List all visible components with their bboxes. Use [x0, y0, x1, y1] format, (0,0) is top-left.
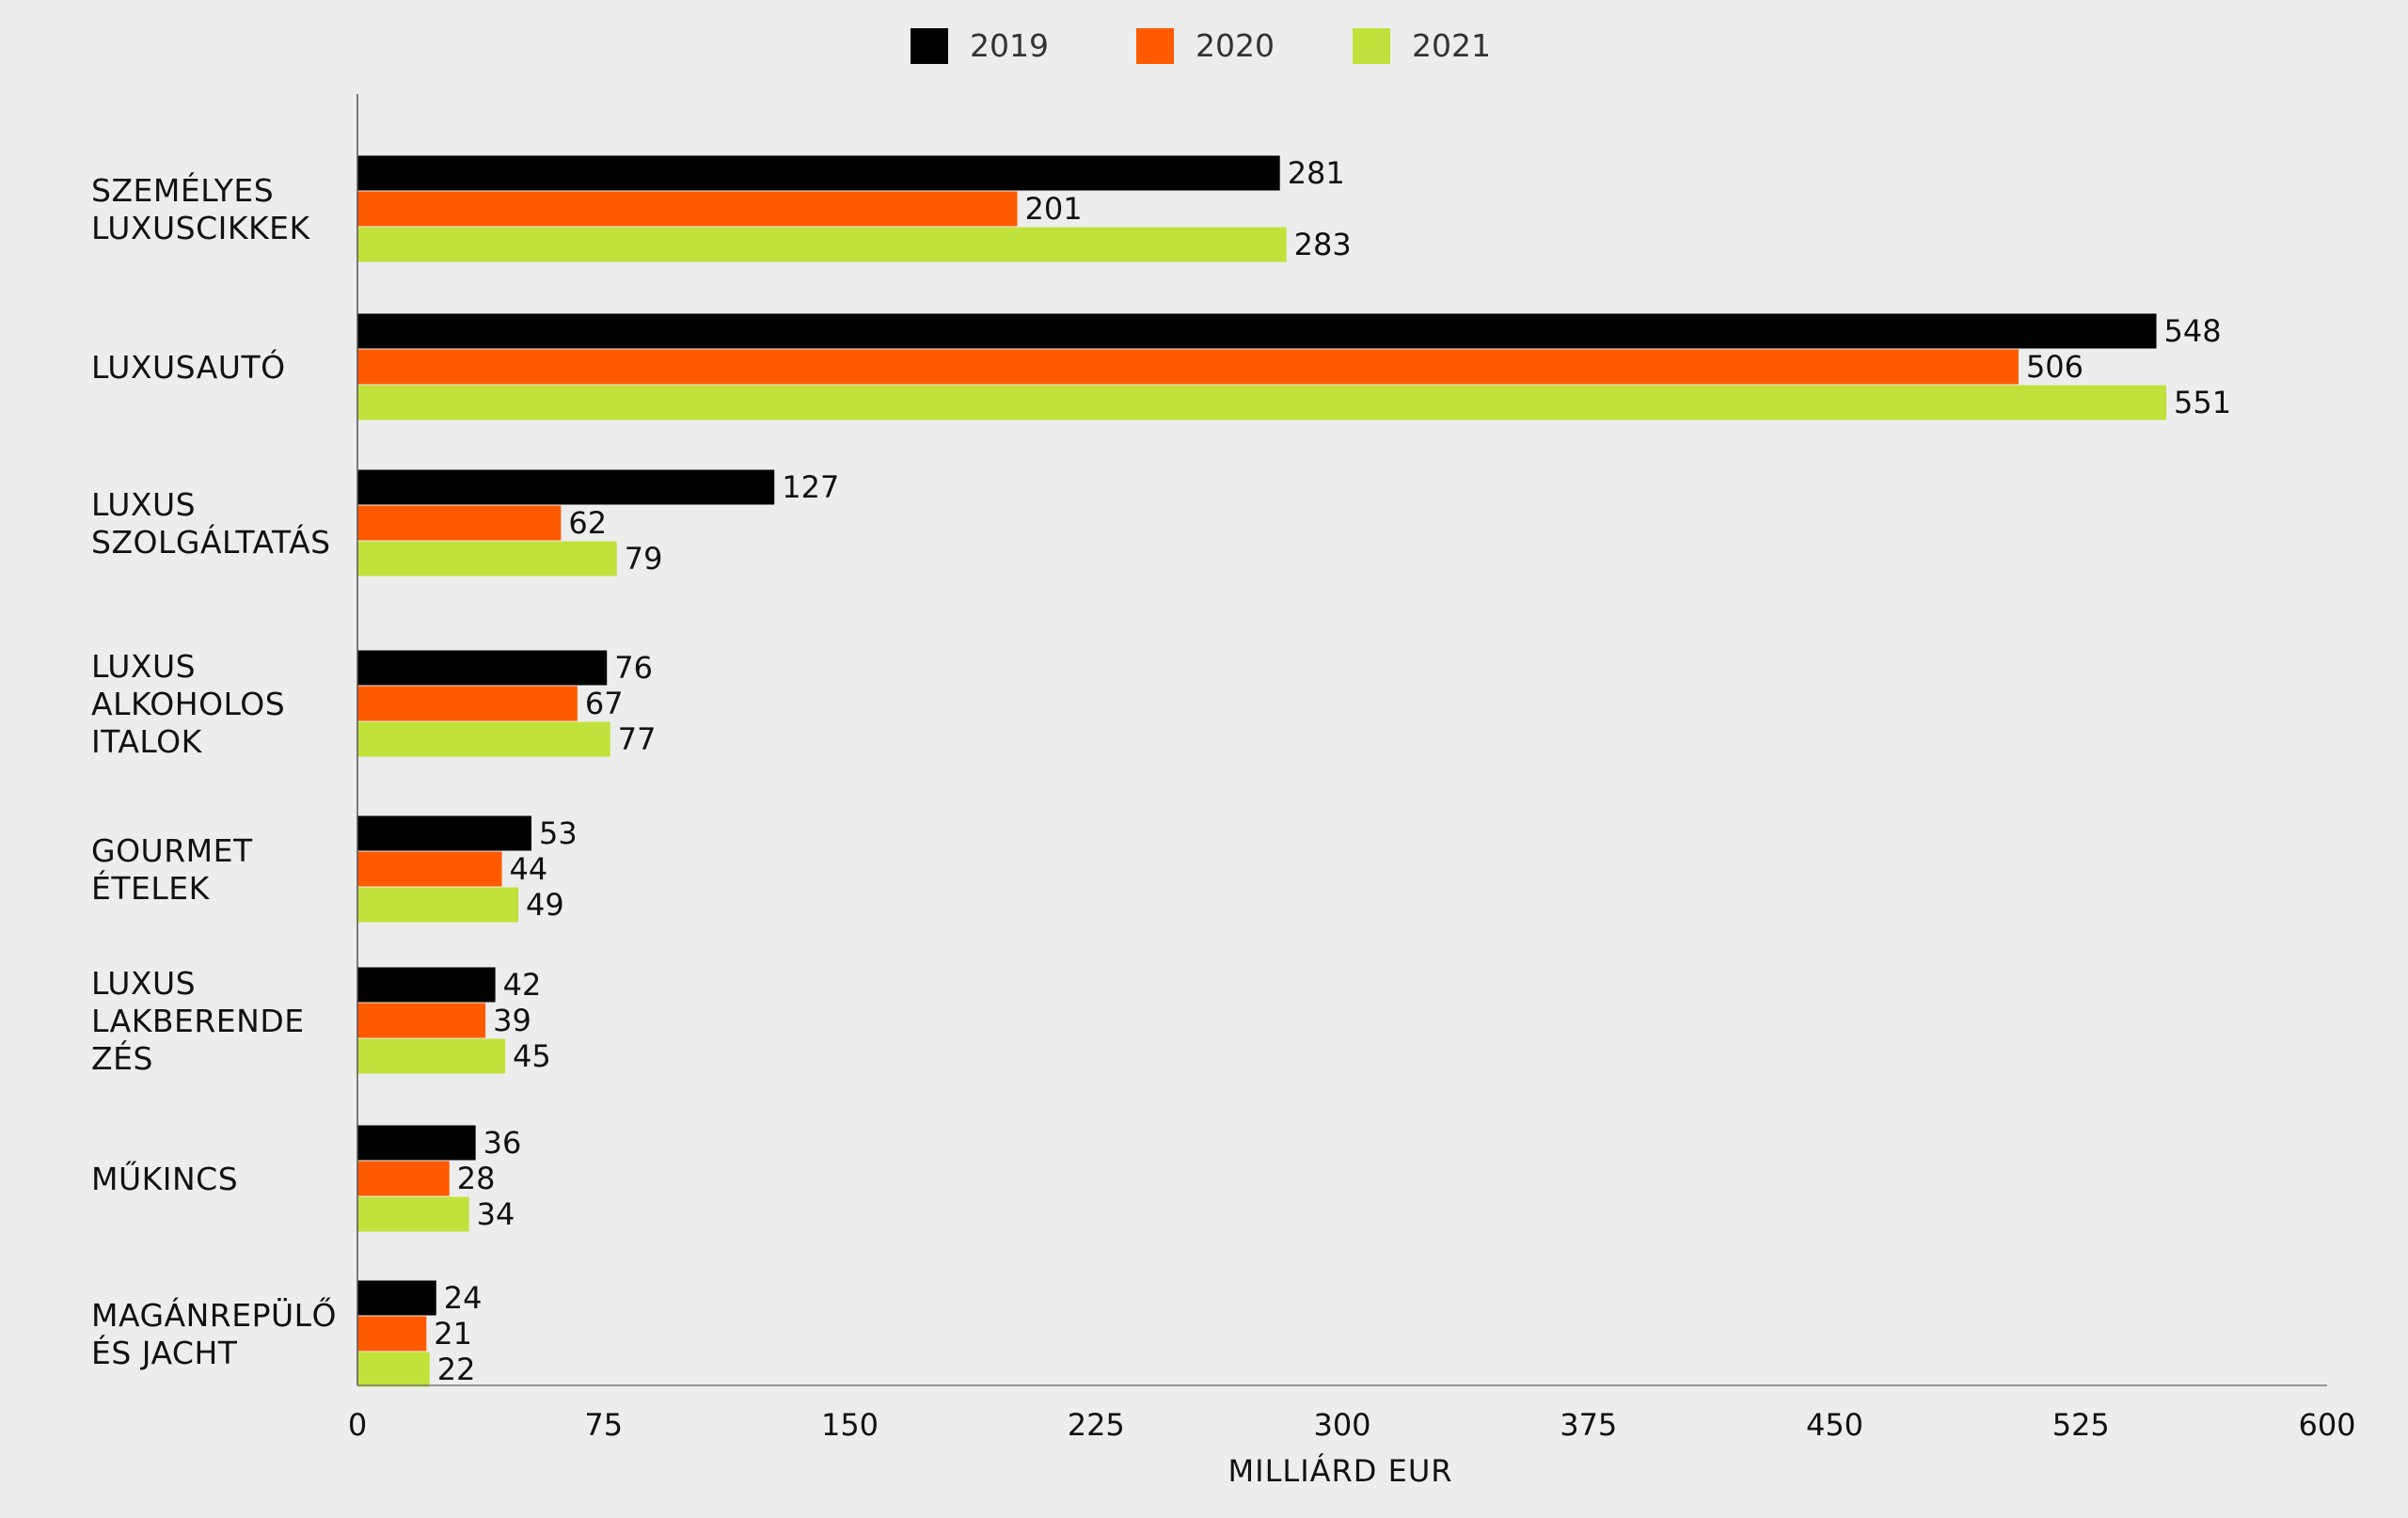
- category-label-line: LUXUSCIKKEK: [91, 210, 311, 246]
- x-tick-label-0: 0: [348, 1407, 367, 1443]
- value-label-0-2020: 201: [1024, 191, 1082, 227]
- category-label-line: SZEMÉLYES: [91, 171, 274, 209]
- legend-label-2021: 2021: [1412, 27, 1491, 64]
- category-label-line: ZÉS: [91, 1039, 153, 1077]
- category-label-line: MAGÁNREPÜLŐ: [91, 1296, 337, 1334]
- category-label-1: LUXUSAUTÓ: [91, 348, 286, 386]
- bar-0-2019: [357, 155, 1280, 191]
- category-label-line: LUXUS: [91, 486, 196, 523]
- value-label-2-2019: 127: [782, 469, 839, 505]
- x-tick-label-225: 225: [1068, 1407, 1125, 1443]
- bar-4-2021: [357, 887, 519, 923]
- category-label-line: SZOLGÁLTATÁS: [91, 523, 331, 561]
- category-label-0: SZEMÉLYES LUXUSCIKKEK: [91, 171, 311, 246]
- bar-6-2020: [357, 1161, 450, 1196]
- value-label-0-2021: 283: [1294, 227, 1352, 262]
- value-label-5-2019: 42: [503, 967, 542, 1003]
- bar-4-2020: [357, 851, 502, 887]
- bar-0-2020: [357, 191, 1018, 227]
- bar-3-2021: [357, 721, 610, 757]
- value-label-0-2019: 281: [1288, 155, 1345, 191]
- bar-2-2019: [357, 469, 775, 505]
- category-label-2: LUXUS SZOLGÁLTATÁS: [91, 486, 331, 561]
- bar-4-2019: [357, 815, 531, 851]
- value-label-1-2019: 548: [2164, 313, 2222, 349]
- x-tick-label-300: 300: [1313, 1407, 1370, 1443]
- category-label-line: LUXUS: [91, 965, 196, 1002]
- bar-3-2019: [357, 650, 608, 686]
- x-tick-label-375: 375: [1560, 1407, 1617, 1443]
- value-label-3-2020: 67: [585, 686, 624, 721]
- legend-label-2019: 2019: [970, 27, 1049, 64]
- value-label-2-2020: 62: [568, 505, 607, 541]
- category-label-line: LAKBERENDE: [91, 1003, 305, 1039]
- bar-0-2021: [357, 227, 1287, 262]
- value-label-2-2021: 79: [625, 541, 663, 577]
- x-tick-label-525: 525: [2052, 1407, 2110, 1443]
- category-label-line: ÉS JACHT: [91, 1334, 238, 1371]
- legend-swatch-2020: [1136, 28, 1174, 64]
- bar-6-2019: [357, 1125, 476, 1161]
- bar-2-2021: [357, 541, 617, 577]
- value-label-4-2019: 53: [539, 815, 578, 851]
- value-label-4-2021: 49: [526, 887, 564, 923]
- bar-7-2020: [357, 1316, 427, 1352]
- bar-3-2020: [357, 686, 578, 721]
- category-label-line: LUXUS: [91, 648, 196, 685]
- value-label-7-2019: 24: [444, 1280, 483, 1316]
- category-label-3: LUXUS ALKOHOLOS ITALOK: [91, 648, 285, 760]
- value-label-1-2021: 551: [2174, 385, 2231, 420]
- value-label-6-2019: 36: [483, 1125, 522, 1161]
- value-label-5-2021: 45: [513, 1038, 551, 1074]
- value-label-7-2020: 21: [434, 1316, 472, 1352]
- category-label-line: ITALOK: [91, 723, 203, 760]
- x-axis-title: MILLIÁRD EUR: [1228, 1453, 1453, 1489]
- category-label-7: MAGÁNREPÜLŐ ÉS JACHT: [91, 1296, 337, 1371]
- category-label-line: MŰKINCS: [91, 1160, 238, 1197]
- bar-7-2019: [357, 1280, 436, 1316]
- bar-5-2020: [357, 1003, 486, 1038]
- bar-2-2020: [357, 505, 562, 541]
- x-tick-label-75: 75: [584, 1407, 623, 1443]
- value-label-3-2019: 76: [614, 650, 653, 686]
- value-label-7-2021: 22: [437, 1352, 476, 1387]
- legend-label-2020: 2020: [1196, 27, 1275, 64]
- value-label-3-2021: 77: [618, 721, 657, 757]
- legend: 2019 2020 2021: [911, 27, 1491, 64]
- bar-5-2021: [357, 1038, 506, 1074]
- category-label-5: LUXUS LAKBERENDE ZÉS: [91, 965, 305, 1077]
- value-labels-group: 2812012835485065511276279766777534449423…: [434, 155, 2231, 1387]
- bar-6-2021: [357, 1196, 469, 1232]
- value-label-1-2020: 506: [2026, 349, 2083, 385]
- category-label-line: LUXUSAUTÓ: [91, 348, 286, 386]
- value-label-6-2021: 34: [477, 1196, 515, 1232]
- category-label-line: GOURMET: [91, 832, 253, 869]
- value-label-4-2020: 44: [510, 851, 548, 887]
- legend-swatch-2021: [1353, 28, 1390, 64]
- category-label-line: ÉTELEK: [91, 869, 211, 907]
- category-label-6: MŰKINCS: [91, 1160, 238, 1197]
- category-label-4: GOURMET ÉTELEK: [91, 832, 253, 907]
- value-label-6-2020: 28: [457, 1161, 496, 1196]
- bar-5-2019: [357, 967, 496, 1003]
- x-tick-labels-group: 0 75 150 225 300 375 450 525 600: [348, 1407, 2356, 1443]
- value-label-5-2020: 39: [493, 1003, 531, 1038]
- x-tick-label-450: 450: [1806, 1407, 1863, 1443]
- bar-1-2021: [357, 385, 2166, 420]
- bar-7-2021: [357, 1352, 430, 1387]
- legend-swatch-2019: [911, 28, 948, 64]
- x-tick-label-600: 600: [2298, 1407, 2355, 1443]
- category-label-line: ALKOHOLOS: [91, 686, 285, 722]
- bar-1-2019: [357, 313, 2157, 349]
- x-tick-label-150: 150: [821, 1407, 879, 1443]
- bar-1-2020: [357, 349, 2019, 385]
- bars-group: [357, 155, 2166, 1387]
